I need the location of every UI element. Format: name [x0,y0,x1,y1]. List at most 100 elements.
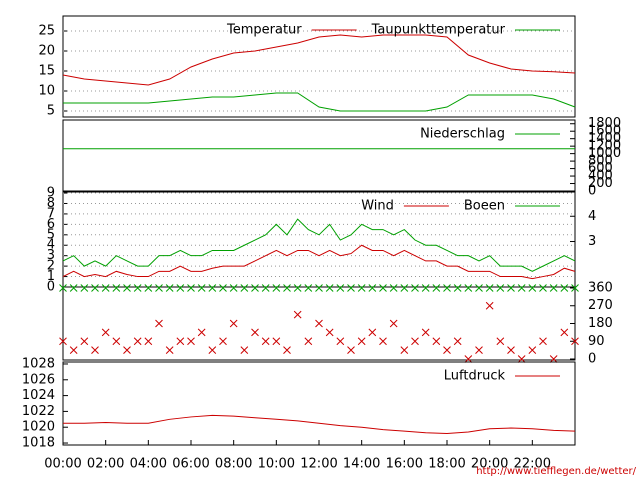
direction-marker [123,284,131,292]
direction-marker [91,284,99,292]
direction-marker [379,337,387,346]
x-tick-label: 20:00 [471,457,508,472]
panel-frame [62,119,576,192]
direction-marker [112,337,121,346]
direction-marker [59,337,67,346]
x-tick-label: 10:00 [258,457,295,472]
series-line [63,92,576,112]
y-tick-label: 4 [47,238,55,253]
direction-marker [219,337,227,346]
y-tick-label: 5 [47,104,55,119]
direction-marker [155,284,163,292]
legend-label: Taupunkttemperatur [371,23,506,38]
y2-tick-label: 360 [588,280,613,295]
y-tick-label: 10 [38,84,55,99]
direction-marker [272,284,281,292]
x-tick-label: 16:00 [386,457,423,472]
direction-marker [421,284,430,292]
direction-marker [69,284,78,292]
direction-marker [347,346,355,354]
direction-marker [251,284,259,292]
direction-marker [251,328,259,337]
y-tick-label: 9 [47,186,55,201]
y-tick-label: 5 [47,227,55,242]
direction-marker [272,337,281,346]
direction-marker [549,284,558,292]
direction-marker [240,284,249,292]
direction-marker [549,355,558,363]
x-tick-label: 06:00 [172,457,209,472]
direction-marker [325,328,334,337]
y-tick-label: 1024 [22,388,55,403]
direction-marker [379,284,387,292]
direction-marker [283,346,291,354]
direction-marker [293,284,302,292]
direction-marker [400,284,409,292]
direction-marker [261,337,270,346]
y-tick-label: 1026 [22,372,55,387]
y2-tick-label: 3 [588,234,596,249]
direction-marker [283,284,291,292]
direction-marker [155,319,163,328]
x-tick-label: 00:00 [44,457,81,472]
direction-marker [443,284,451,292]
direction-marker [496,284,505,292]
x-tick-label: 04:00 [130,457,167,472]
direction-marker [133,284,142,292]
direction-marker [443,346,451,354]
y-tick-label: 1 [47,269,55,284]
direction-marker [304,337,313,346]
y-tick-label: 1018 [22,436,55,451]
direction-marker [389,319,398,328]
y-tick-label: 2 [47,259,55,274]
series-line [62,244,576,280]
y-tick-label: 3 [47,248,55,263]
direction-marker [475,284,483,292]
direction-marker [197,328,206,337]
direction-marker [80,337,89,346]
direction-marker [464,355,473,363]
y-tick-label: 25 [38,24,55,39]
direction-marker [293,310,302,319]
direction-marker [389,284,398,292]
series-line [62,34,576,86]
direction-marker [464,284,473,292]
direction-marker [187,337,195,346]
direction-marker [507,346,515,354]
direction-marker [453,284,462,292]
direction-marker [528,346,537,354]
direction-marker [485,301,494,310]
y2-tick-label: 0 [588,184,596,199]
direction-marker [368,284,377,292]
y-tick-label: 1022 [22,404,55,419]
x-tick-label: 02:00 [87,457,124,472]
legend-label: Boeen [464,199,505,214]
direction-marker [347,284,355,292]
direction-marker [208,346,217,354]
direction-marker [325,284,334,292]
y2-tick-label: 600 [588,161,613,176]
direction-marker [475,346,483,354]
direction-marker [197,284,206,292]
direction-marker [539,284,547,292]
direction-marker [560,328,569,337]
direction-marker [208,284,217,292]
y2-tick-label: 200 [588,176,613,191]
direction-marker [357,337,366,346]
legend-label: Wind [361,199,394,214]
direction-marker [304,284,313,292]
direction-marker [571,337,579,346]
y2-tick-label: 0 [588,352,596,367]
x-tick-label: 08:00 [215,457,252,472]
y2-tick-label: 1200 [588,139,621,154]
direction-marker [411,284,419,292]
y2-tick-label: 180 [588,316,613,331]
y2-tick-label: 4 [588,209,596,224]
legend-label: Luftdruck [444,369,506,384]
y2-tick-label: 800 [588,154,613,169]
y-tick-label: 1020 [22,420,55,435]
direction-marker [133,337,142,346]
source-url: http://www.tiefflegen.de/wetter/ [476,466,636,477]
direction-marker [315,319,323,328]
direction-marker [91,346,99,354]
